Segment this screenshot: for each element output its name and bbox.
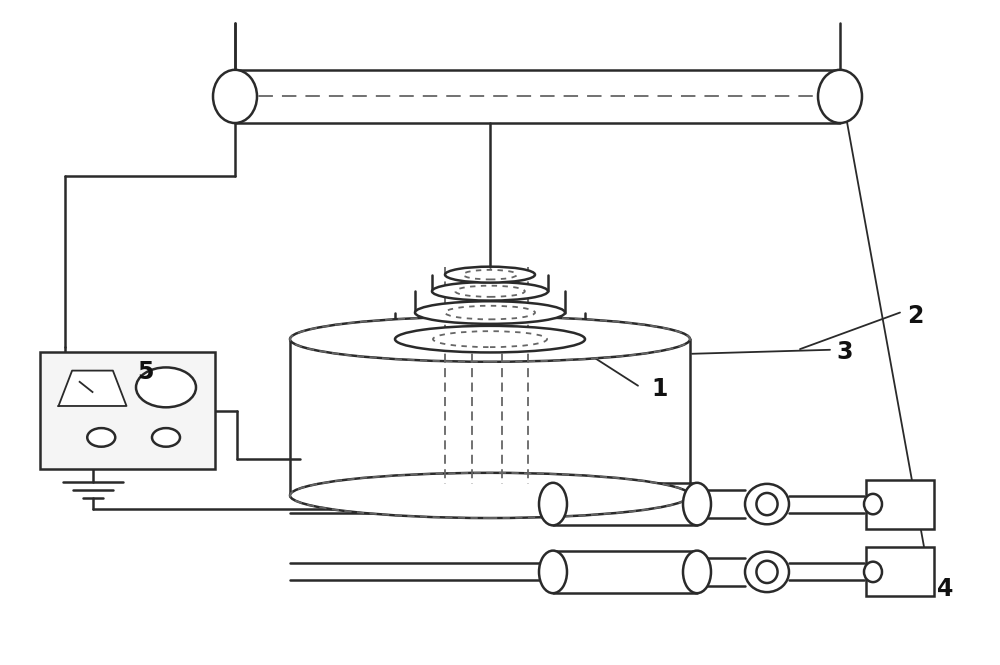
Ellipse shape — [415, 301, 565, 324]
Ellipse shape — [745, 484, 789, 524]
Ellipse shape — [756, 493, 778, 515]
Ellipse shape — [87, 428, 115, 447]
Ellipse shape — [683, 551, 711, 593]
Ellipse shape — [152, 428, 180, 447]
Ellipse shape — [290, 473, 690, 518]
Ellipse shape — [290, 317, 690, 362]
Ellipse shape — [745, 552, 789, 592]
Bar — [866, 479, 934, 529]
Ellipse shape — [136, 368, 196, 407]
Bar — [40, 352, 215, 469]
Ellipse shape — [539, 551, 567, 593]
Ellipse shape — [864, 562, 882, 582]
Text: 4: 4 — [937, 577, 953, 600]
Ellipse shape — [683, 483, 711, 525]
Ellipse shape — [395, 326, 585, 352]
Ellipse shape — [818, 70, 862, 123]
Ellipse shape — [213, 70, 257, 123]
Ellipse shape — [539, 483, 567, 525]
Bar — [866, 547, 934, 597]
Polygon shape — [58, 370, 126, 406]
Ellipse shape — [864, 494, 882, 514]
Text: 3: 3 — [837, 340, 853, 364]
Text: 5: 5 — [137, 360, 153, 384]
Ellipse shape — [432, 282, 548, 301]
Ellipse shape — [756, 561, 778, 583]
Text: 1: 1 — [652, 377, 668, 401]
Text: 2: 2 — [907, 304, 923, 328]
Ellipse shape — [445, 267, 535, 283]
